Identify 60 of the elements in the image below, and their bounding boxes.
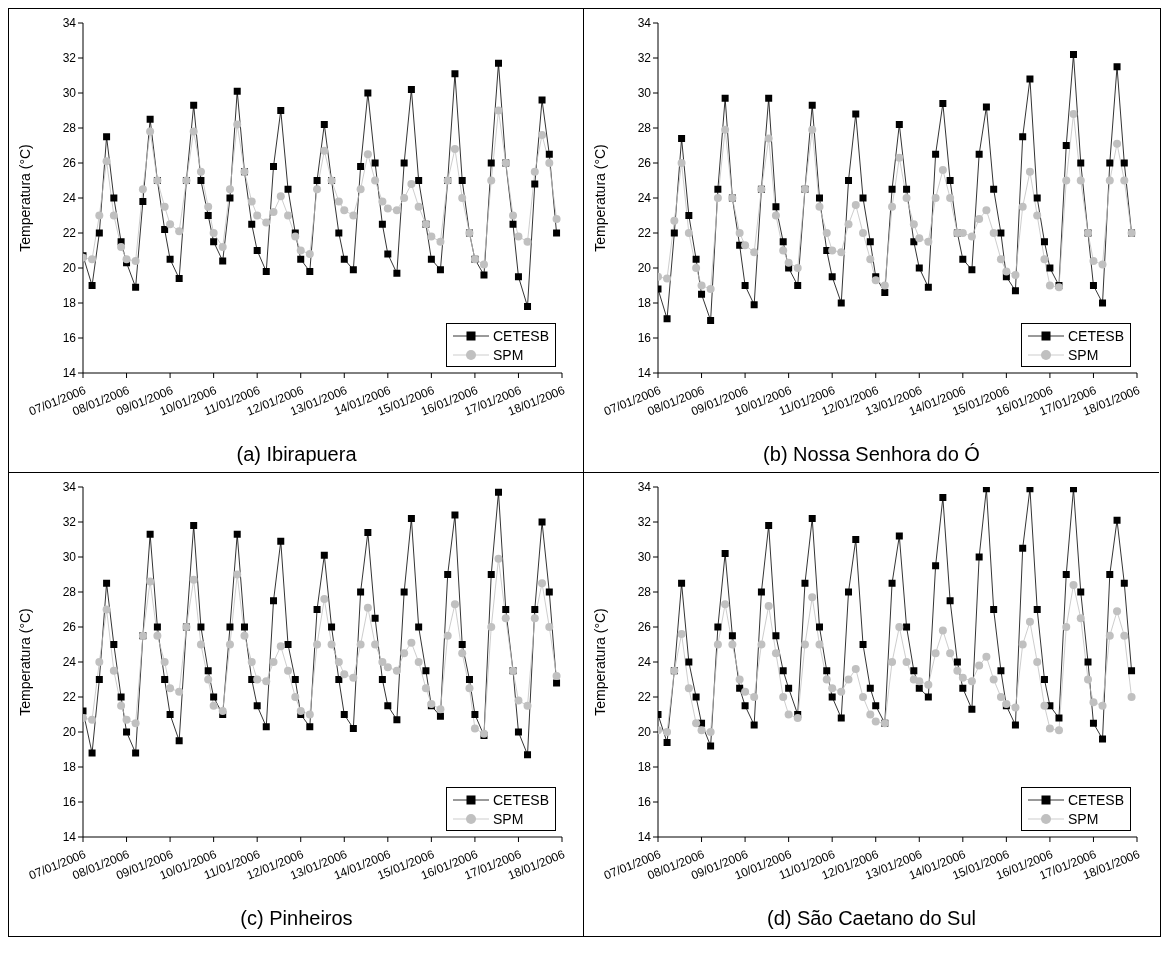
y-tick-label: 28 (637, 585, 652, 600)
legend-label: SPM (1067, 346, 1099, 363)
y-tick-label: 32 (637, 515, 652, 530)
y-tick-label: 16 (637, 331, 652, 346)
legend-label: CETESB (1067, 327, 1124, 344)
text: (c) Pinheiros (239, 907, 354, 930)
text: (d) São Caetano do Sul (766, 907, 977, 930)
y-tick-label: 32 (637, 51, 652, 66)
y-tick-label: 14 (637, 366, 652, 381)
y-tick-label: 18 (637, 760, 652, 775)
y-tick-label: 18 (62, 760, 77, 775)
text: (a) Ibirapuera (235, 443, 358, 466)
y-tick-label: 26 (62, 620, 77, 635)
y-tick-label: 26 (637, 156, 652, 171)
y-tick-label: 34 (62, 480, 77, 495)
y-tick-label: 16 (62, 331, 77, 346)
legend-label: SPM (492, 810, 524, 827)
y-tick-label: 30 (637, 86, 652, 101)
y-tick-label: 18 (637, 296, 652, 311)
y-tick-label: 32 (62, 515, 77, 530)
y-tick-label: 16 (637, 795, 652, 810)
y-tick-label: 24 (637, 655, 652, 670)
y-tick-label: 20 (62, 725, 77, 740)
y-tick-label: 28 (62, 121, 77, 136)
y-tick-label: 22 (637, 226, 652, 241)
y-tick-label: 30 (62, 550, 77, 565)
y-tick-label: 20 (637, 725, 652, 740)
y-tick-label: 24 (62, 655, 77, 670)
y-tick-label: 22 (62, 226, 77, 241)
y-tick-label: 28 (637, 121, 652, 136)
y-tick-label: 30 (62, 86, 77, 101)
y-tick-label: 34 (637, 16, 652, 31)
y-tick-label: 32 (62, 51, 77, 66)
legend-label: CETESB (492, 791, 549, 808)
y-tick-label: 24 (62, 191, 77, 206)
y-tick-label: 26 (62, 156, 77, 171)
y-tick-label: 20 (62, 261, 77, 276)
y-tick-label: 30 (637, 550, 652, 565)
y-tick-label: 34 (62, 16, 77, 31)
legend-label: CETESB (1067, 791, 1124, 808)
y-tick-label: 14 (62, 366, 77, 381)
y-tick-label: 14 (637, 830, 652, 845)
y-axis-title: Temperatura (°C) (591, 608, 608, 716)
y-tick-label: 20 (637, 261, 652, 276)
y-tick-label: 26 (637, 620, 652, 635)
y-tick-label: 16 (62, 795, 77, 810)
y-tick-label: 22 (637, 690, 652, 705)
y-tick-label: 24 (637, 191, 652, 206)
y-tick-label: 34 (637, 480, 652, 495)
text: (b) Nossa Senhora do Ó (762, 443, 981, 466)
legend-label: SPM (1067, 810, 1099, 827)
legend-label: SPM (492, 346, 524, 363)
y-axis-title: Temperatura (°C) (16, 608, 33, 716)
y-axis-title: Temperatura (°C) (591, 144, 608, 252)
y-tick-label: 18 (62, 296, 77, 311)
y-tick-label: 22 (62, 690, 77, 705)
y-tick-label: 14 (62, 830, 77, 845)
y-axis-title: Temperatura (°C) (16, 144, 33, 252)
legend-label: CETESB (492, 327, 549, 344)
y-tick-label: 28 (62, 585, 77, 600)
